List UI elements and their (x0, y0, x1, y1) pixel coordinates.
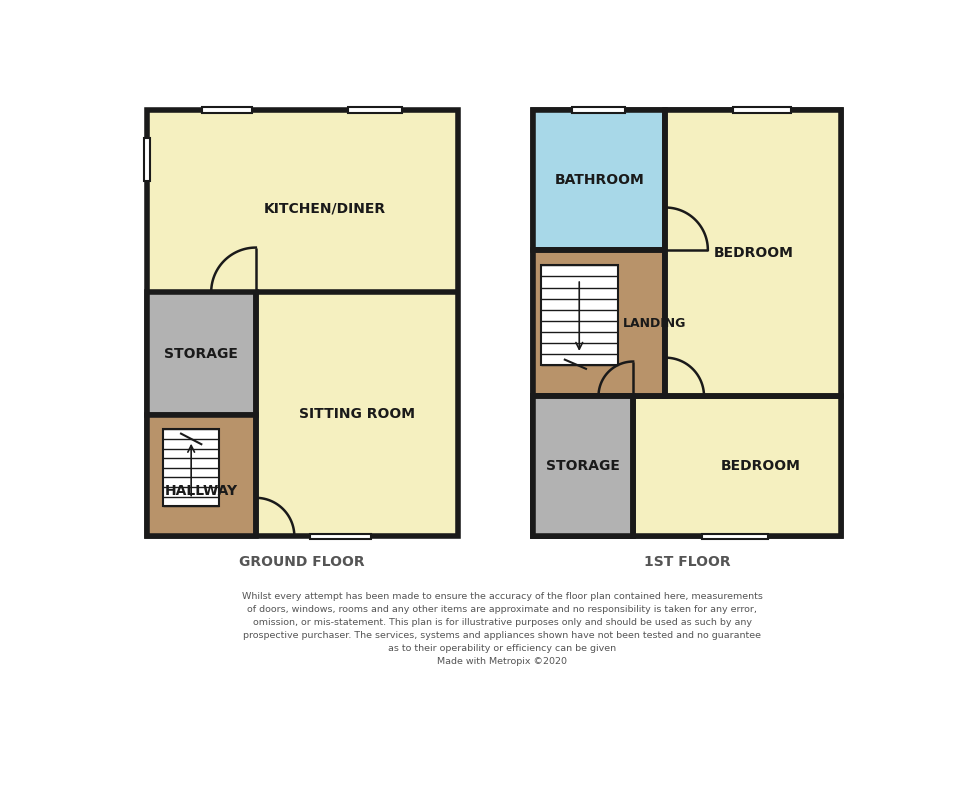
Text: SITTING ROOM: SITTING ROOM (299, 407, 415, 421)
Text: 1ST FLOOR: 1ST FLOOR (644, 555, 730, 569)
Bar (310, 534, 371, 539)
Bar (202, 107, 252, 113)
Text: Made with Metropix ©2020: Made with Metropix ©2020 (437, 658, 567, 666)
Text: STORAGE: STORAGE (546, 459, 620, 473)
Bar (533, 250, 665, 396)
Bar (147, 109, 458, 536)
Text: BATHROOM: BATHROOM (555, 173, 644, 187)
Bar (533, 396, 633, 536)
Text: HALLWAY: HALLWAY (165, 484, 238, 499)
Text: KITCHEN/DINER: KITCHEN/DINER (264, 201, 386, 216)
Text: Whilst every attempt has been made to ensure the accuracy of the floor plan cont: Whilst every attempt has been made to en… (242, 592, 762, 601)
Bar (733, 107, 791, 113)
Bar (348, 107, 402, 113)
Bar (665, 109, 841, 396)
Bar (533, 109, 665, 250)
Bar (147, 292, 256, 415)
Bar (703, 534, 768, 539)
Text: omission, or mis-statement. This plan is for illustrative purposes only and shou: omission, or mis-statement. This plan is… (253, 618, 752, 627)
Bar (571, 107, 625, 113)
Text: GROUND FLOOR: GROUND FLOOR (239, 555, 365, 569)
Bar (147, 415, 256, 536)
Text: STORAGE: STORAGE (165, 347, 238, 361)
Bar (533, 396, 841, 536)
Text: BEDROOM: BEDROOM (720, 459, 800, 473)
Text: of doors, windows, rooms and any other items are approximate and no responsibili: of doors, windows, rooms and any other i… (247, 605, 758, 614)
Text: BEDROOM: BEDROOM (713, 246, 793, 260)
Bar (533, 109, 841, 536)
Text: LANDING: LANDING (623, 316, 687, 329)
Bar (533, 396, 633, 536)
Bar (541, 265, 617, 365)
Text: as to their operability or efficiency can be given: as to their operability or efficiency ca… (388, 644, 616, 654)
Bar (144, 138, 150, 181)
Bar (164, 429, 219, 507)
Text: prospective purchaser. The services, systems and appliances shown have not been : prospective purchaser. The services, sys… (243, 631, 761, 640)
